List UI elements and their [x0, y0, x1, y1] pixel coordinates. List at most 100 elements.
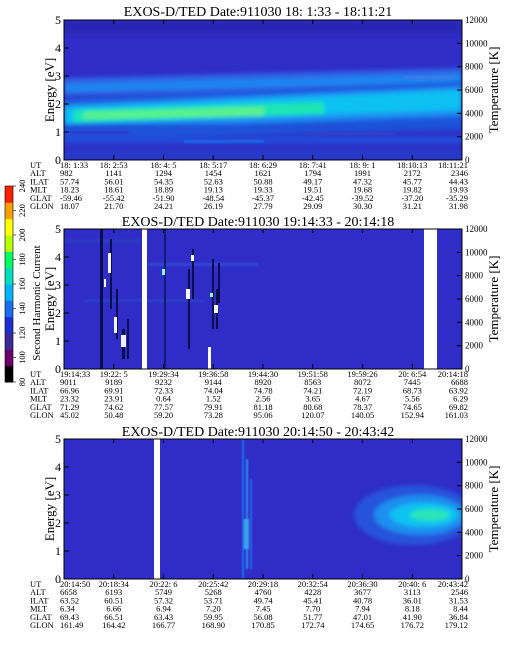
- energy-tick-label: 3: [55, 488, 61, 502]
- orbit-table-cell: 6.29: [453, 394, 468, 404]
- orbit-table-cell: 18.61: [104, 185, 123, 195]
- orbit-table-cell: 95.06: [253, 410, 272, 420]
- orbit-table-cell: 168.90: [202, 620, 225, 630]
- orbit-table-cell: 73.28: [204, 410, 223, 420]
- orbit-table-cell: 19.68: [353, 185, 372, 195]
- energy-tick-label: 5: [55, 222, 61, 236]
- orbit-table-cell: 20:40: 6: [398, 579, 426, 589]
- orbit-table-cell: 1621: [255, 168, 272, 178]
- panel-3-ylabel-right: Temperature [K]: [486, 466, 501, 553]
- panel-3-title: EXOS-D/TED Date:911030 20:14:50 - 20:43:…: [122, 425, 394, 440]
- orbit-table-cell: 56.08: [253, 612, 272, 622]
- orbit-table-cell: 7.94: [355, 604, 371, 614]
- colorbar-band: [5, 365, 13, 383]
- colorbar-tick-label: 140: [17, 302, 27, 315]
- orbit-table-cell: 68.73: [403, 385, 422, 395]
- temperature-tick-label: 6000: [465, 85, 484, 95]
- colorbar-band: [5, 316, 13, 334]
- orbit-table-cell: 0.64: [156, 394, 172, 404]
- orbit-row-label: ALT: [30, 377, 47, 387]
- orbit-table-cell: 2.56: [256, 394, 271, 404]
- orbit-table-cell: 161.03: [445, 410, 468, 420]
- orbit-table-cell: 18:11:21: [438, 160, 468, 170]
- orbit-table-cell: 19:22: 5: [100, 369, 128, 379]
- orbit-table-cell: 74.62: [104, 402, 123, 412]
- colorbar-band: [5, 284, 13, 301]
- orbit-table-cell: 6.94: [156, 604, 172, 614]
- orbit-table-cell: 31.53: [449, 595, 468, 605]
- panel-1-ylabel-right: Temperature [K]: [486, 47, 501, 134]
- orbit-table-cell: 19:51:58: [298, 369, 328, 379]
- orbit-table-cell: 51.77: [303, 612, 322, 622]
- temperature-tick-label: 2000: [465, 341, 484, 351]
- orbit-table-cell: -51.90: [153, 193, 175, 203]
- orbit-table-cell: 4.67: [355, 394, 370, 404]
- temperature-tick-label: 12000: [465, 434, 488, 444]
- orbit-row-label: UT: [30, 369, 42, 379]
- panel-2-title: EXOS-D/TED Date:911030 19:14:33 - 20:14:…: [122, 215, 394, 230]
- energy-tick-label: 0: [55, 572, 61, 586]
- temperature-tick-label: 10000: [465, 247, 488, 257]
- orbit-table-cell: 31.98: [449, 201, 468, 211]
- orbit-table-cell: 3113: [404, 587, 421, 597]
- colorbar-label: Second Harmonic Current: [31, 245, 43, 360]
- orbit-table-cell: 23.91: [104, 394, 123, 404]
- orbit-table-cell: 2346: [451, 168, 468, 178]
- orbit-table-cell: 4760: [255, 587, 272, 597]
- colorbar-tick-label: 220: [17, 204, 27, 217]
- temperature-tick-label: 2000: [465, 132, 484, 142]
- colorbar-band: [5, 186, 13, 203]
- orbit-table-cell: 36.84: [449, 612, 469, 622]
- colorbar-tick-label: 200: [17, 229, 27, 242]
- colorbar-band: [5, 333, 13, 350]
- energy-tick-label: 2: [55, 306, 61, 320]
- orbit-table-cell: 8072: [354, 377, 371, 387]
- orbit-table-cell: 20:22: 6: [149, 579, 177, 589]
- orbit-table-cell: 161.49: [60, 620, 83, 630]
- orbit-table-cell: 9232: [155, 377, 172, 387]
- orbit-table-cell: 59.95: [204, 612, 223, 622]
- colorbar: 80 100 120 140 160 180 200 220 240 Second Harmon…: [4, 180, 43, 386]
- orbit-table-cell: 120.07: [301, 410, 324, 420]
- orbit-table-cell: 172.74: [301, 620, 325, 630]
- orbit-table-cell: 166.77: [152, 620, 175, 630]
- panel-3: EXOS-D/TED Date:911030 20:14:50 - 20:43:…: [30, 425, 501, 630]
- panel-1: EXOS-D/TED Date:911030 18: 1:33 - 18:11:…: [30, 5, 501, 211]
- orbit-table-cell: 19:59:26: [347, 369, 377, 379]
- orbit-table-cell: -45.37: [252, 193, 274, 203]
- orbit-table-cell: 18: 6:29: [249, 160, 277, 170]
- orbit-table-cell: 69.82: [449, 402, 468, 412]
- panel-2-axis-ticks: 0 1 2 3 4 5 0 2000 4000 6000 8000 10000 12000: [55, 222, 488, 376]
- energy-tick-label: 3: [55, 278, 61, 292]
- orbit-row-label: GLAT: [30, 612, 53, 622]
- orbit-row-label: ILAT: [30, 385, 49, 395]
- orbit-table-cell: 5749: [155, 587, 172, 597]
- orbit-table-cell: 60.51: [104, 595, 123, 605]
- orbit-table-cell: 41.90: [403, 612, 422, 622]
- orbit-table-cell: 18: 1:33: [60, 160, 88, 170]
- orbit-table-cell: 72.33: [154, 385, 173, 395]
- panel-3-axis-ticks: 0 1 2 3 4 5 0 2000 4000 6000 8000 10000 12000: [55, 432, 488, 586]
- orbit-row-label: GLAT: [30, 193, 53, 203]
- panel-2: EXOS-D/TED Date:911030 19:14:33 - 20:14:…: [30, 215, 501, 420]
- orbit-table-cell: 81.18: [253, 402, 272, 412]
- orbit-table-cell: 57.32: [154, 595, 173, 605]
- orbit-table-cell: 18.89: [154, 185, 173, 195]
- orbit-table-cell: 59.20: [154, 410, 173, 420]
- orbit-table-cell: 18: 9: 1: [350, 160, 376, 170]
- temperature-tick-label: 12000: [465, 15, 488, 25]
- orbit-table-cell: 1294: [155, 168, 173, 178]
- orbit-table-cell: 71.29: [60, 402, 79, 412]
- temperature-tick-label: 4000: [465, 108, 484, 118]
- orbit-table-cell: 7445: [404, 377, 421, 387]
- orbit-table-cell: 9189: [105, 377, 122, 387]
- temperature-tick-label: 6000: [465, 294, 484, 304]
- orbit-table-cell: 3677: [354, 587, 371, 597]
- orbit-table-cell: 49.17: [303, 176, 322, 186]
- orbit-table-cell: 45.02: [60, 410, 79, 420]
- orbit-table-cell: 20: 6:54: [398, 369, 427, 379]
- panel-1-axis-ticks: 0 1 2 3 4 5 0 2000 4000 6000 8000 10000 12000: [55, 13, 488, 167]
- orbit-table-cell: 982: [60, 168, 73, 178]
- orbit-row-label: ILAT: [30, 595, 49, 605]
